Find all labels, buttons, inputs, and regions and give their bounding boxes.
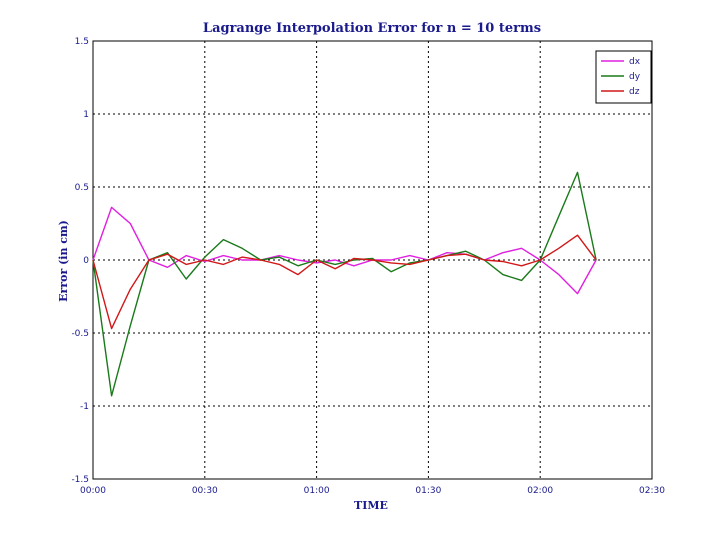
y-axis-label: Error (in cm)	[57, 220, 70, 302]
x-tick-label: 02:00	[527, 486, 553, 496]
grid-lines	[93, 41, 652, 479]
legend-box	[595, 50, 652, 104]
y-tick-label: 1	[83, 110, 89, 120]
legend-label-dy: dy	[629, 72, 641, 82]
y-tick-label: -1	[80, 402, 89, 412]
tick-labels: 00:00 00:30 01:00 01:30 02:00 02:30 1.5 1 0.5 0 -0…	[71, 37, 665, 496]
legend: dx dy dz	[595, 50, 652, 104]
series-lines	[92, 171, 597, 397]
y-tick-label: -1.5	[71, 475, 89, 485]
y-tick-label: 0.5	[75, 183, 89, 193]
series-line-dz	[92, 234, 597, 330]
x-tick-label: 02:30	[639, 486, 665, 496]
x-tick-label: 01:00	[304, 486, 330, 496]
x-axis-label: TIME	[354, 499, 388, 512]
y-tick-label: 0	[83, 256, 89, 266]
series-line-dy	[92, 171, 597, 397]
y-tick-label: 1.5	[75, 37, 89, 47]
x-tick-label: 00:30	[192, 486, 218, 496]
x-tick-label: 00:00	[80, 486, 106, 496]
legend-label-dz: dz	[629, 87, 640, 97]
chart-title: Lagrange Interpolation Error for n = 10 …	[203, 21, 541, 36]
y-tick-label: -0.5	[71, 329, 89, 339]
x-tick-label: 01:30	[415, 486, 441, 496]
legend-label-dx: dx	[629, 57, 641, 67]
